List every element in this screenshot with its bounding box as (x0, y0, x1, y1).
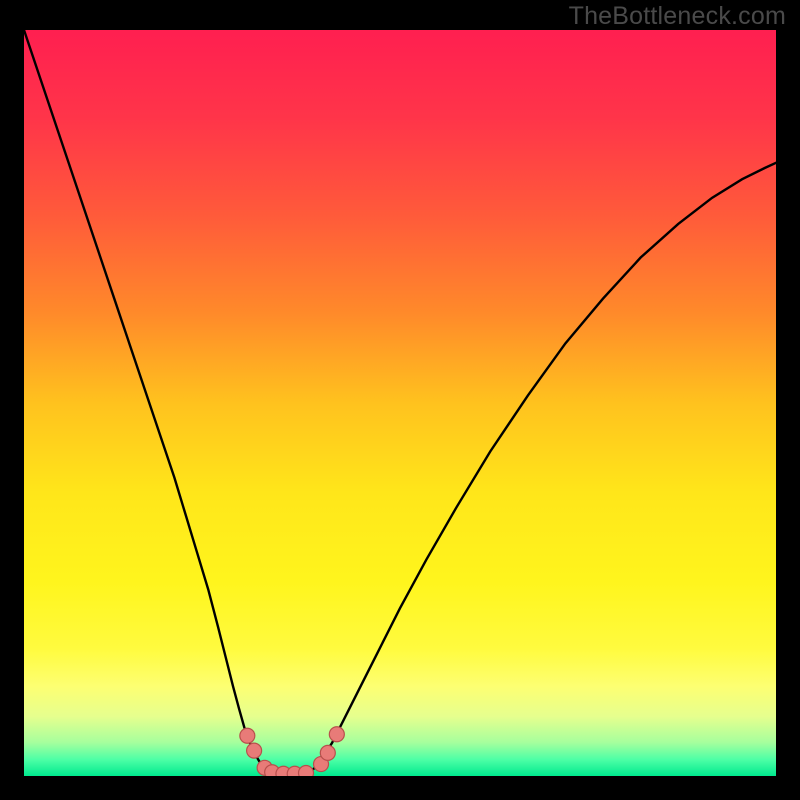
data-marker (240, 728, 255, 743)
data-marker (320, 745, 335, 760)
data-marker (299, 766, 314, 776)
watermark-text: TheBottleneck.com (569, 2, 786, 31)
curve-right (302, 163, 776, 776)
marker-group (240, 727, 344, 776)
chart-frame: TheBottleneck.com (0, 0, 800, 800)
data-marker (247, 743, 262, 758)
plot-area (24, 30, 776, 776)
curve-left (24, 30, 280, 776)
curve-layer (24, 30, 776, 776)
data-marker (329, 727, 344, 742)
